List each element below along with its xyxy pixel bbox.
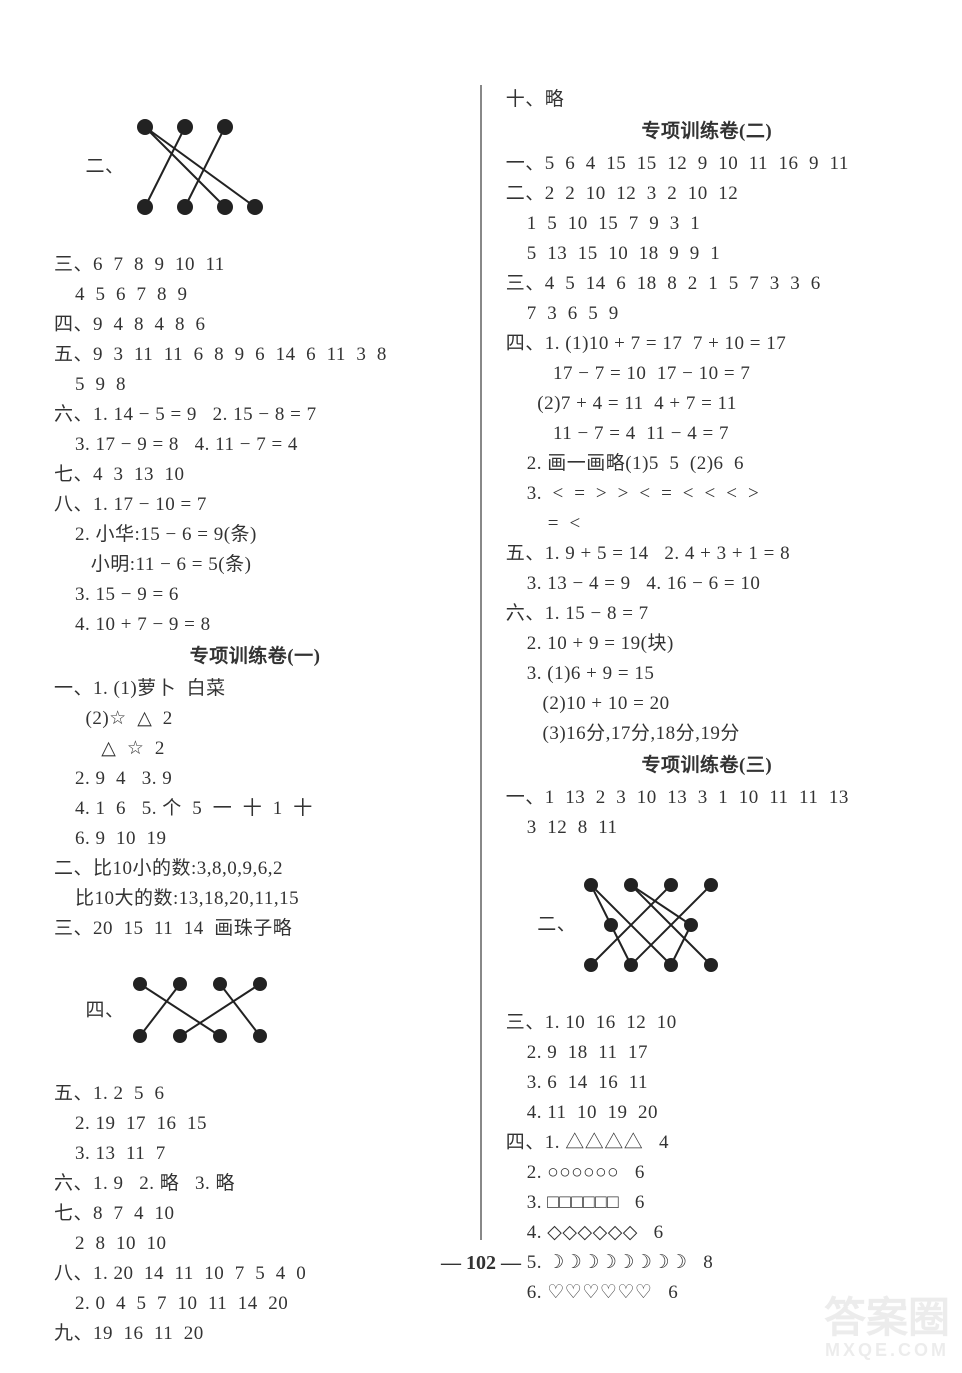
b-item-6b: 2. 10 + 9 = 19(块): [506, 629, 908, 659]
item-7: 七、4 3 13 10: [54, 460, 456, 490]
a-item-4: 四、: [54, 944, 456, 1079]
label-c2: 二、: [537, 914, 576, 935]
b-item-2a: 二、2 2 10 12 3 2 10 12: [506, 179, 908, 209]
c-item-1b: 3 12 8 11: [506, 813, 908, 843]
left-column: 二、 三、6 7 8 9 10 11 4 5 6 7 8 9 四、9 4 8 4…: [30, 85, 480, 1240]
a-item-1e: 4. 1 6 5. 个 5 一 十 1 十: [54, 794, 456, 824]
a-item-2b: 比10大的数:13,18,20,11,15: [54, 884, 456, 914]
b-item-4g: = <: [506, 509, 908, 539]
b-item-4c: (2)7 + 4 = 11 4 + 7 = 11: [506, 389, 908, 419]
b-item-4d: 11 − 7 = 4 11 − 4 = 7: [506, 419, 908, 449]
a-item-1b: (2)☆ △ 2: [54, 704, 456, 734]
b-item-6c: 3. (1)6 + 9 = 15: [506, 659, 908, 689]
watermark-sub: MXQE.COM: [824, 1341, 950, 1361]
watermark-main: 答案圈: [824, 1295, 950, 1341]
a-item-1a: 一、1. (1)萝卜 白菜: [54, 674, 456, 704]
a-item-7b: 2 8 10 10: [54, 1229, 456, 1259]
item-8c: 小明:11 − 6 = 5(条): [54, 550, 456, 580]
matching-diagram-2: [125, 974, 275, 1049]
c-item-2: 二、: [506, 843, 908, 1008]
a-item-5c: 3. 13 11 7: [54, 1139, 456, 1169]
label-2: 二、: [86, 156, 125, 177]
a-item-2a: 二、比10小的数:3,8,0,9,6,2: [54, 854, 456, 884]
a-item-6: 六、1. 9 2. 略 3. 略: [54, 1169, 456, 1199]
b-item-2c: 5 13 15 10 18 9 9 1: [506, 239, 908, 269]
c-item-4b: 2. ○○○○○○ 6: [506, 1158, 908, 1188]
b-item-4a: 四、1. (1)10 + 7 = 17 7 + 10 = 17: [506, 329, 908, 359]
a-item-8a: 八、1. 20 14 11 10 7 5 4 0: [54, 1259, 456, 1289]
a-item-1f: 6. 9 10 19: [54, 824, 456, 854]
item-8d: 3. 15 − 9 = 6: [54, 580, 456, 610]
b-item-1: 一、5 6 4 15 15 12 9 10 11 16 9 11: [506, 149, 908, 179]
c-item-4a: 四、1. △△△△ 4: [506, 1128, 908, 1158]
item-8a: 八、1. 17 − 10 = 7: [54, 490, 456, 520]
c-item-3d: 4. 11 10 19 20: [506, 1098, 908, 1128]
b-item-5a: 五、1. 9 + 5 = 14 2. 4 + 3 + 1 = 8: [506, 539, 908, 569]
item-5b: 5 9 8: [54, 370, 456, 400]
section-title-2: 专项训练卷(二): [506, 117, 908, 147]
c-item-3a: 三、1. 10 16 12 10: [506, 1008, 908, 1038]
b-item-6e: (3)16分,17分,18分,19分: [506, 719, 908, 749]
a-item-8b: 2. 0 4 5 7 10 11 14 20: [54, 1289, 456, 1319]
r-item-10: 十、略: [506, 85, 908, 115]
c-item-3b: 2. 9 18 11 17: [506, 1038, 908, 1068]
item-3a: 三、6 7 8 9 10 11: [54, 250, 456, 280]
item-4: 四、9 4 8 4 8 6: [54, 310, 456, 340]
item-6a: 六、1. 14 − 5 = 9 2. 15 − 8 = 7: [54, 400, 456, 430]
b-item-6d: (2)10 + 10 = 20: [506, 689, 908, 719]
c-item-4d: 4. ◇◇◇◇◇◇ 6: [506, 1218, 908, 1248]
a-item-1d: 2. 9 4 3. 9: [54, 764, 456, 794]
right-column: 十、略 专项训练卷(二) 一、5 6 4 15 15 12 9 10 11 16…: [482, 85, 932, 1240]
watermark: 答案圈 MXQE.COM: [824, 1295, 950, 1361]
a-item-5b: 2. 19 17 16 15: [54, 1109, 456, 1139]
a-item-9: 九、19 16 11 20: [54, 1319, 456, 1349]
matching-diagram-3: [576, 873, 736, 978]
a-item-3: 三、20 15 11 14 画珠子略: [54, 914, 456, 944]
a-item-7a: 七、8 7 4 10: [54, 1199, 456, 1229]
a-item-5a: 五、1. 2 5 6: [54, 1079, 456, 1109]
b-item-4b: 17 − 7 = 10 17 − 10 = 7: [506, 359, 908, 389]
b-item-5b: 3. 13 − 4 = 9 4. 16 − 6 = 10: [506, 569, 908, 599]
matching-diagram-1: [125, 115, 265, 220]
c-item-4e: 5. ☽☽☽☽☽☽☽☽ 8: [506, 1248, 908, 1278]
item-3b: 4 5 6 7 8 9: [54, 280, 456, 310]
item-8e: 4. 10 + 7 − 9 = 8: [54, 610, 456, 640]
item-8b: 2. 小华:15 − 6 = 9(条): [54, 520, 456, 550]
b-item-3b: 7 3 6 5 9: [506, 299, 908, 329]
b-item-4f: 3. < = > > < = < < < >: [506, 479, 908, 509]
item-5a: 五、9 3 11 11 6 8 9 6 14 6 11 3 8: [54, 340, 456, 370]
label-a4: 四、: [86, 1000, 125, 1021]
section-title-1: 专项训练卷(一): [54, 642, 456, 672]
a-item-1c: △ ☆ 2: [54, 734, 456, 764]
c-item-1a: 一、1 13 2 3 10 13 3 1 10 11 11 13: [506, 783, 908, 813]
b-item-3a: 三、4 5 14 6 18 8 2 1 5 7 3 3 6: [506, 269, 908, 299]
b-item-4e: 2. 画一画略(1)5 5 (2)6 6: [506, 449, 908, 479]
b-item-2b: 1 5 10 15 7 9 3 1: [506, 209, 908, 239]
item-6b: 3. 17 − 9 = 8 4. 11 − 7 = 4: [54, 430, 456, 460]
b-item-6a: 六、1. 15 − 8 = 7: [506, 599, 908, 629]
section-title-3: 专项训练卷(三): [506, 751, 908, 781]
item-2: 二、: [54, 85, 456, 250]
c-item-3c: 3. 6 14 16 11: [506, 1068, 908, 1098]
c-item-4c: 3. □□□□□□ 6: [506, 1188, 908, 1218]
